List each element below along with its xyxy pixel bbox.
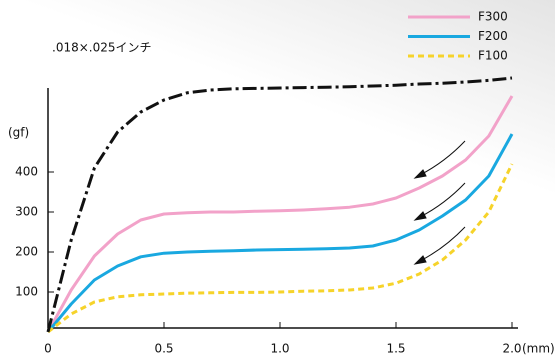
y-axis-label: (gf) [8,126,29,140]
legend-label: F200 [478,29,508,43]
y-tick-label: 100 [15,285,38,299]
y-tick-label: 200 [15,245,38,259]
x-tick-label: 1.0 [270,342,289,356]
series-line [46,95,514,333]
y-tick-label: 300 [15,205,38,219]
series-line [47,163,514,334]
x-tick-label: 1.5 [386,342,405,356]
x-axis-label: (mm) [522,342,555,356]
x-tick-label: 0 [44,342,52,356]
x-tick-label: 0.5 [154,342,173,356]
legend-label: F100 [478,49,508,63]
y-tick-label: 400 [15,165,38,179]
legend-label: F300 [478,10,508,24]
arrows [413,140,466,265]
x-tick-label: 2.0 [502,342,521,356]
chart-title: .018×.025インチ [52,41,152,55]
series-line [46,76,513,333]
series-line [46,133,514,333]
